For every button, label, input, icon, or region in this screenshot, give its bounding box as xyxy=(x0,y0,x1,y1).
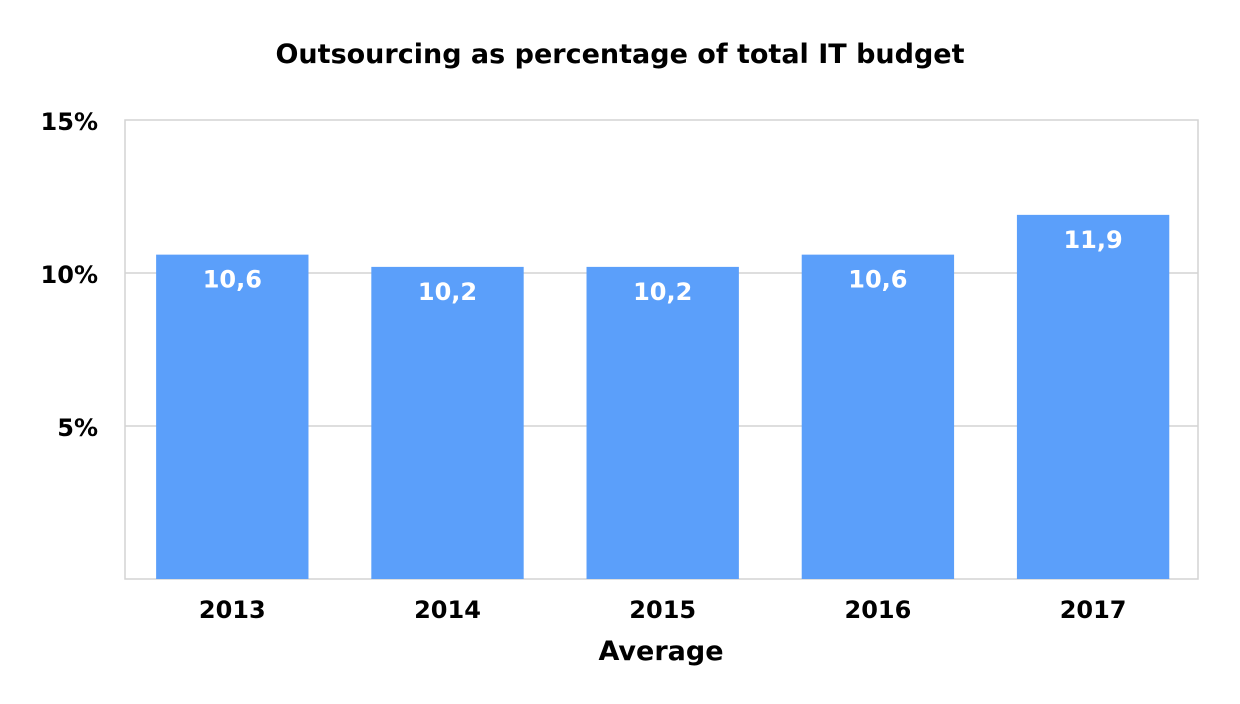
bar xyxy=(156,254,309,579)
bars-layer: 10,6 10,2 10,2 10,6 11,9 xyxy=(156,214,1170,580)
bar-value-label: 10,6 xyxy=(203,266,262,294)
y-tick-label: 15% xyxy=(41,108,98,136)
x-tick-label: 2014 xyxy=(414,596,481,624)
x-tick-label: 2015 xyxy=(629,596,696,624)
bar xyxy=(586,266,739,579)
x-tick-label: 2013 xyxy=(199,596,266,624)
x-tick-label: 2017 xyxy=(1060,596,1127,624)
bar xyxy=(371,266,524,579)
x-axis-tick-labels: 2013 2014 2015 2016 2017 xyxy=(199,596,1127,624)
bar-value-label: 10,6 xyxy=(848,266,907,294)
x-tick-label: 2016 xyxy=(845,596,912,624)
bar xyxy=(801,254,955,579)
y-tick-label: 10% xyxy=(41,261,98,289)
y-axis-tick-labels: 5% 10% 15% xyxy=(41,108,98,442)
y-tick-label: 5% xyxy=(57,414,98,442)
bar-value-label: 11,9 xyxy=(1063,226,1122,254)
bar xyxy=(1016,214,1170,580)
bar-value-label: 10,2 xyxy=(418,278,477,306)
bar-value-label: 10,2 xyxy=(633,278,692,306)
x-axis-label: Average xyxy=(598,636,723,667)
chart-title: Outsourcing as percentage of total IT bu… xyxy=(275,39,964,70)
